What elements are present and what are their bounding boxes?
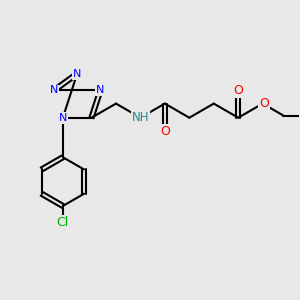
Text: NH: NH: [132, 111, 149, 124]
Text: O: O: [233, 84, 243, 97]
Text: N: N: [96, 85, 104, 95]
Text: N: N: [73, 69, 81, 79]
Text: Cl: Cl: [57, 216, 69, 229]
Text: N: N: [59, 113, 67, 123]
Text: N: N: [50, 85, 58, 95]
Text: O: O: [160, 125, 170, 138]
Text: O: O: [259, 97, 269, 110]
